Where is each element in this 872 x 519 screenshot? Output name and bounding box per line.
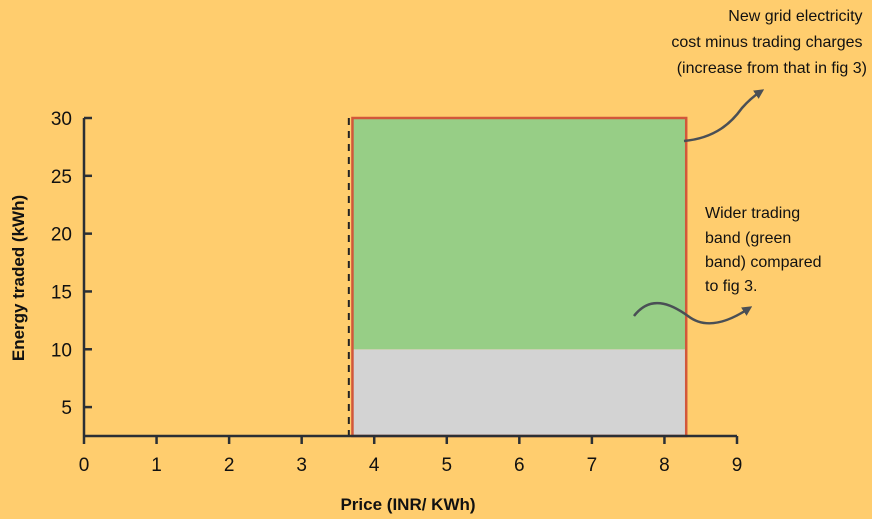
x-tick-label: 3 — [296, 455, 307, 476]
x-tick-label: 8 — [659, 455, 670, 476]
x-tick-label: 0 — [79, 455, 90, 476]
band-region-upper — [352, 118, 687, 350]
svg-text:New grid electricity c: New grid electricity cost minus trading … — [671, 8, 867, 77]
y-tick-label: 30 — [51, 109, 72, 130]
x-tick-label: 1 — [151, 455, 162, 476]
annotation-trading-band-arrow — [633, 301, 753, 325]
y-axis-title: Energy traded (kWh) — [9, 195, 28, 361]
x-tick-label: 7 — [587, 455, 598, 476]
annotation-grid-cost-line-1: New grid electricity — [728, 8, 862, 25]
svg-text:Wider trading band (gr: Wider trading band (green band) compared… — [705, 205, 826, 295]
annotation-grid-cost-line-3: (increase from that in fig 3) — [677, 60, 867, 77]
x-axis-title: Price (INR/ KWh) — [340, 495, 475, 514]
annotation-trading-band-line-4: to fig 3. — [705, 278, 757, 295]
annotation-grid-cost-line-2: cost minus trading charges — [671, 34, 862, 51]
y-tick-label: 25 — [51, 167, 72, 188]
x-tick-label: 6 — [514, 455, 525, 476]
annotation-trading-band-line-1: Wider trading — [705, 205, 800, 222]
x-tick-label: 5 — [441, 455, 452, 476]
y-tick-label: 5 — [61, 398, 72, 419]
x-tick-label: 4 — [369, 455, 380, 476]
band-region-lower — [352, 349, 687, 436]
annotation-trading-band-line-3: band) compared — [705, 254, 822, 271]
y-tick-label: 20 — [51, 225, 72, 246]
x-tick-label: 2 — [224, 455, 235, 476]
annotation-grid-cost-arrow — [683, 89, 765, 143]
y-tick-label: 10 — [51, 340, 72, 361]
x-tick-label: 9 — [732, 455, 743, 476]
annotation-trading-band: Wider trading band (green band) compared… — [633, 205, 826, 325]
annotation-trading-band-line-2: band (green — [705, 230, 791, 247]
y-tick-label: 15 — [51, 282, 72, 303]
annotation-grid-cost: New grid electricity cost minus trading … — [671, 8, 867, 143]
